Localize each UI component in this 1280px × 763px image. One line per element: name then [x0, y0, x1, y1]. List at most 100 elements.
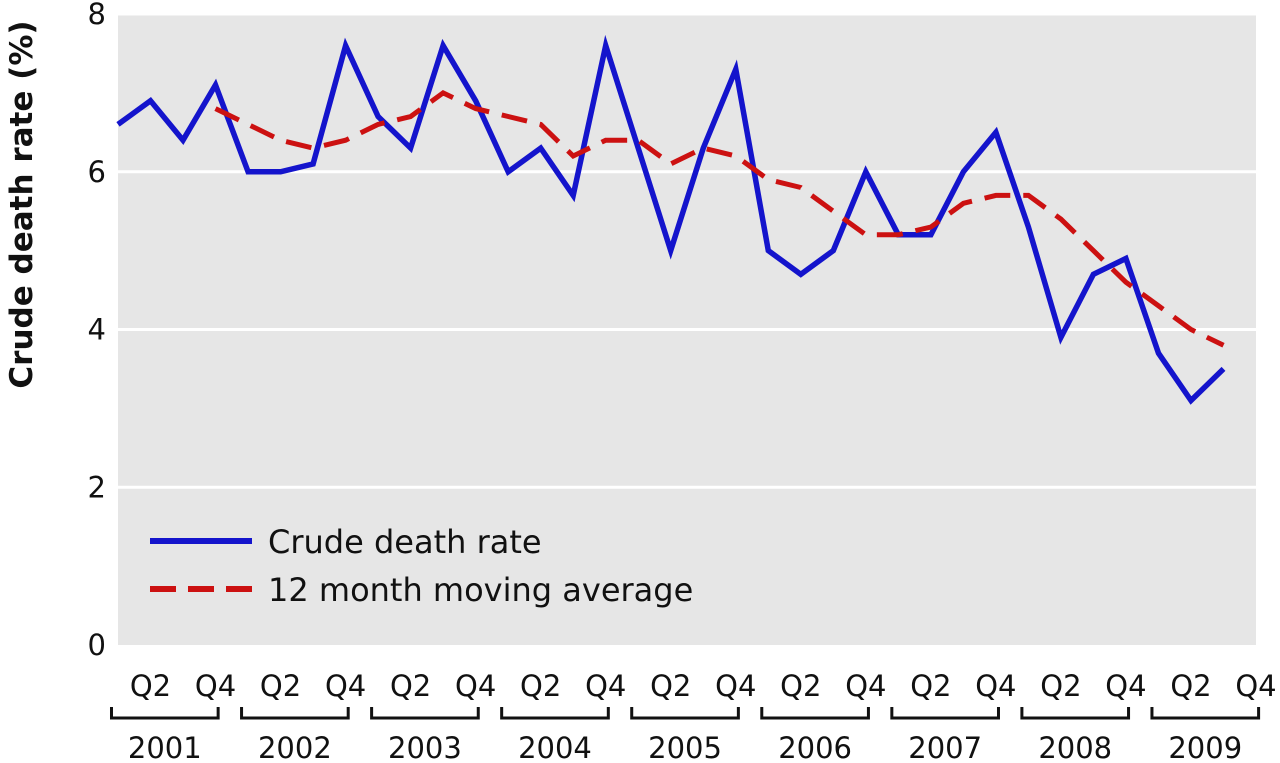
legend-label-crude-death-rate: Crude death rate: [268, 523, 542, 561]
data-point: [506, 114, 511, 119]
x-tick-label: Q2: [130, 669, 171, 703]
data-point: [1026, 225, 1031, 230]
data-point: [441, 90, 446, 95]
year-bracket: [1020, 707, 1131, 720]
data-point: [343, 43, 348, 48]
data-point: [798, 185, 803, 190]
y-tick-labels: 0 2 4 6 8: [88, 0, 106, 662]
data-point: [1058, 335, 1063, 340]
x-tick-label: Q4: [715, 669, 756, 703]
y-tick-label: 0: [88, 628, 106, 662]
data-point: [1156, 351, 1161, 356]
data-point: [246, 122, 251, 127]
year-bracket: [630, 707, 740, 720]
legend: Crude death rate 12 month moving average: [150, 523, 693, 609]
year-bracket: [500, 707, 610, 720]
x-tick-label: Q4: [585, 669, 626, 703]
x-tick-label: Q2: [780, 669, 821, 703]
data-point: [1123, 256, 1128, 261]
data-point: [1156, 303, 1161, 308]
data-point: [1091, 272, 1096, 277]
data-point: [636, 146, 641, 151]
data-point: [246, 169, 251, 174]
year-label: 2003: [388, 731, 462, 763]
data-point: [473, 106, 478, 111]
year-bracket: [370, 707, 480, 720]
data-point: [473, 98, 478, 103]
data-point: [863, 232, 868, 237]
data-point: [1058, 217, 1063, 222]
year-bracket: [240, 707, 350, 720]
x-tick-label: Q2: [260, 669, 301, 703]
data-point: [181, 138, 186, 143]
x-axis: Q2 Q4 2001 Q2 Q4 2002 Q2 Q4 2003 Q2 Q4 2004 Q2 Q4 2005…: [109, 669, 1277, 763]
data-point: [993, 193, 998, 198]
data-point: [311, 161, 316, 166]
data-point: [1189, 327, 1194, 332]
year-label: 2004: [518, 731, 592, 763]
series-lines: [116, 34, 1226, 405]
year-label: 2008: [1038, 731, 1112, 763]
data-point: [1189, 398, 1194, 403]
data-point: [603, 138, 608, 143]
year-label: 2002: [258, 731, 332, 763]
x-tick-label: Q2: [1170, 669, 1211, 703]
year-bracket: [890, 707, 1000, 720]
x-tick-label: Q4: [455, 669, 496, 703]
data-point: [863, 169, 868, 174]
x-tick-label: Q4: [195, 669, 236, 703]
data-point: [311, 146, 316, 151]
year-label: 2001: [128, 731, 202, 763]
legend-label-moving-average: 12 month moving average: [268, 571, 693, 609]
data-point: [1091, 248, 1096, 253]
data-point: [213, 83, 218, 88]
data-point: [668, 161, 673, 166]
x-tick-label: Q2: [390, 669, 431, 703]
year-bracket: [1150, 707, 1261, 720]
x-tick-label: Q2: [910, 669, 951, 703]
data-point: [896, 232, 901, 237]
year-label: 2009: [1168, 731, 1242, 763]
data-point: [506, 169, 511, 174]
data-point: [766, 248, 771, 253]
year-label: 2005: [648, 731, 722, 763]
data-point: [603, 43, 608, 48]
data-point: [928, 232, 933, 237]
data-point: [636, 138, 641, 143]
x-tick-label: Q2: [650, 669, 691, 703]
x-tick-label: Q4: [845, 669, 886, 703]
data-point: [1123, 280, 1128, 285]
data-point: [831, 209, 836, 214]
data-point: [376, 114, 381, 119]
data-point: [278, 169, 283, 174]
data-point: [116, 122, 121, 127]
y-tick-label: 2: [88, 470, 106, 504]
year-label: 2007: [908, 731, 982, 763]
data-point: [148, 98, 153, 103]
data-point: [993, 130, 998, 135]
x-tick-label: Q4: [1235, 669, 1276, 703]
year-bracket: [109, 707, 220, 720]
x-tick-label: Q4: [325, 669, 366, 703]
data-point: [831, 248, 836, 253]
year-label: 2006: [778, 731, 852, 763]
data-point: [376, 122, 381, 127]
y-tick-label: 6: [88, 155, 106, 189]
data-point: [961, 201, 966, 206]
data-point: [213, 106, 218, 111]
data-point: [278, 138, 283, 143]
data-point: [798, 272, 803, 277]
data-point: [408, 146, 413, 151]
data-point: [766, 177, 771, 182]
x-tick-label: Q2: [1040, 669, 1081, 703]
x-tick-label: Q2: [520, 669, 561, 703]
data-point: [1221, 343, 1226, 348]
data-point: [538, 146, 543, 151]
data-point: [408, 114, 413, 119]
data-point: [928, 225, 933, 230]
year-bracket: [760, 707, 870, 720]
data-point: [701, 146, 706, 151]
y-axis-title: Crude death rate (%): [4, 20, 40, 388]
series-line-crude-death-rate: [116, 34, 1226, 405]
